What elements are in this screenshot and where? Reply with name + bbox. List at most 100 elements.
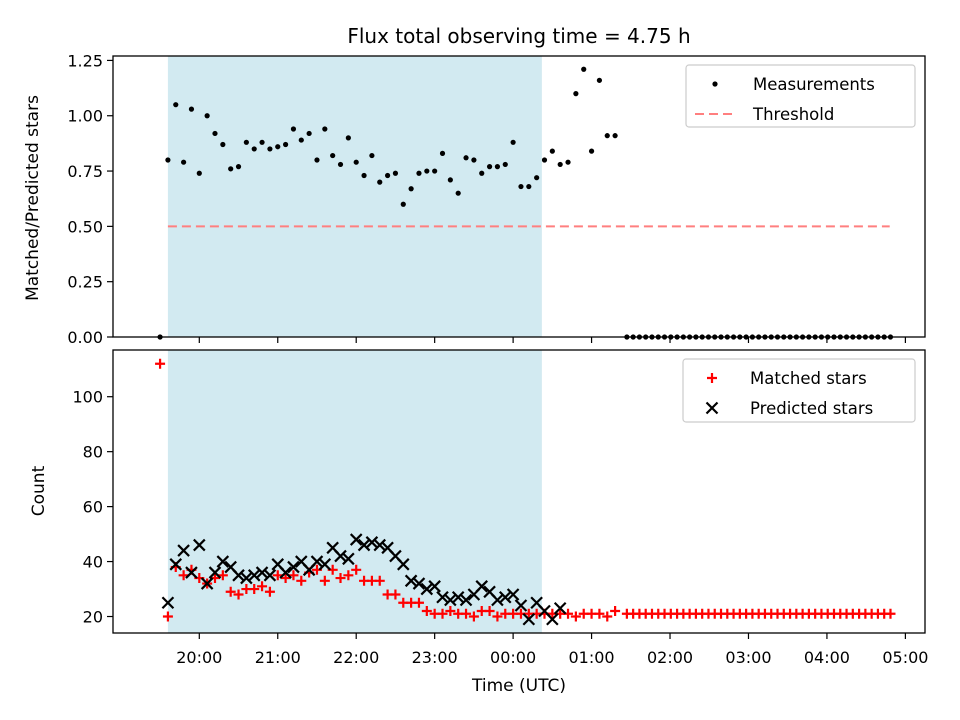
legend: Matched stars Predicted stars xyxy=(682,358,916,423)
data-point xyxy=(337,161,344,168)
data-point xyxy=(330,152,336,159)
data-point xyxy=(416,170,422,176)
data-point xyxy=(193,538,206,552)
x-tick-label: 00:00 xyxy=(490,648,536,667)
data-point xyxy=(428,580,441,593)
data-point xyxy=(408,186,414,192)
y-tick-label: 0.75 xyxy=(67,162,103,181)
data-point xyxy=(588,148,595,154)
data-point xyxy=(263,569,277,582)
data-point xyxy=(604,133,610,139)
data-point xyxy=(392,170,399,176)
data-point xyxy=(549,148,555,154)
y-tick-label: 60 xyxy=(83,498,103,517)
data-point xyxy=(343,570,354,581)
data-point xyxy=(384,172,391,179)
data-point xyxy=(335,573,346,584)
data-point xyxy=(361,172,367,179)
x-tick-label: 04:00 xyxy=(804,648,850,667)
data-point xyxy=(233,589,244,600)
data-point xyxy=(235,164,242,170)
data-point xyxy=(334,549,347,563)
data-point xyxy=(471,157,477,163)
legend: Measurements Threshold xyxy=(685,64,916,128)
data-point xyxy=(596,77,603,83)
data-point xyxy=(188,106,195,112)
data-point xyxy=(208,566,222,579)
data-point xyxy=(251,146,257,152)
data-point xyxy=(377,179,383,185)
data-point xyxy=(280,573,291,584)
y-tick-label: 1.00 xyxy=(67,107,103,126)
data-point xyxy=(581,66,587,72)
data-point xyxy=(459,593,473,607)
data-point xyxy=(518,183,524,190)
data-point xyxy=(610,606,621,617)
y-tick-label: 1.25 xyxy=(67,51,103,70)
data-point xyxy=(177,544,190,557)
data-point xyxy=(240,571,253,585)
axes-frame xyxy=(112,55,926,338)
data-point xyxy=(296,575,307,586)
data-point xyxy=(185,566,198,579)
chart-title: Flux total observing time = 4.75 h xyxy=(347,24,690,48)
data-point xyxy=(444,593,457,607)
x-tick-label: 20:00 xyxy=(176,648,222,667)
data-point xyxy=(267,146,273,152)
data-point xyxy=(322,126,328,132)
data-point xyxy=(436,591,449,604)
data-point xyxy=(264,586,275,597)
data-point xyxy=(357,538,371,552)
data-point xyxy=(522,612,536,626)
data-point xyxy=(178,570,189,581)
data-point xyxy=(200,577,214,590)
data-point xyxy=(161,596,175,610)
data-point xyxy=(390,589,401,600)
data-point xyxy=(165,157,171,163)
observing-window-shade xyxy=(167,350,542,633)
data-point xyxy=(455,190,461,196)
data-point xyxy=(502,161,508,168)
y-tick-label: 0.25 xyxy=(67,273,103,292)
data-point xyxy=(365,536,379,549)
x-tick-label: 21:00 xyxy=(255,648,301,667)
data-point xyxy=(369,152,375,159)
data-point xyxy=(353,159,359,165)
data-point xyxy=(424,168,430,174)
legend-marker xyxy=(712,81,718,87)
data-point xyxy=(306,130,312,137)
y-tick-label: 80 xyxy=(83,443,103,462)
data-point xyxy=(594,608,605,619)
data-point xyxy=(479,170,485,176)
data-point xyxy=(506,588,520,601)
data-point xyxy=(573,91,579,97)
data-point xyxy=(259,139,265,145)
x-tick-label: 05:00 xyxy=(882,648,928,667)
data-point xyxy=(491,593,504,607)
data-point xyxy=(298,137,304,143)
data-point xyxy=(181,159,187,165)
legend-box xyxy=(682,358,916,423)
data-point xyxy=(400,201,406,207)
legend-marker xyxy=(707,373,717,383)
data-point xyxy=(492,611,503,622)
data-point xyxy=(249,584,260,595)
data-point xyxy=(287,560,300,574)
data-point xyxy=(217,570,228,581)
y-tick-label: 20 xyxy=(83,608,103,627)
data-point xyxy=(461,608,472,619)
data-point xyxy=(310,555,324,568)
data-point xyxy=(498,591,512,604)
data-point xyxy=(612,133,618,139)
x-axis-label: Time (UTC) xyxy=(471,676,566,696)
data-point xyxy=(553,601,567,615)
legend-label: Matched stars xyxy=(750,369,867,388)
series-matched-stars xyxy=(155,358,896,622)
data-point xyxy=(514,599,528,612)
legend-box xyxy=(685,64,916,128)
series-measurements xyxy=(157,66,894,340)
y-tick-label: 100 xyxy=(72,388,103,407)
data-point xyxy=(173,102,179,108)
legend-marker xyxy=(705,401,719,415)
data-point xyxy=(468,611,479,622)
